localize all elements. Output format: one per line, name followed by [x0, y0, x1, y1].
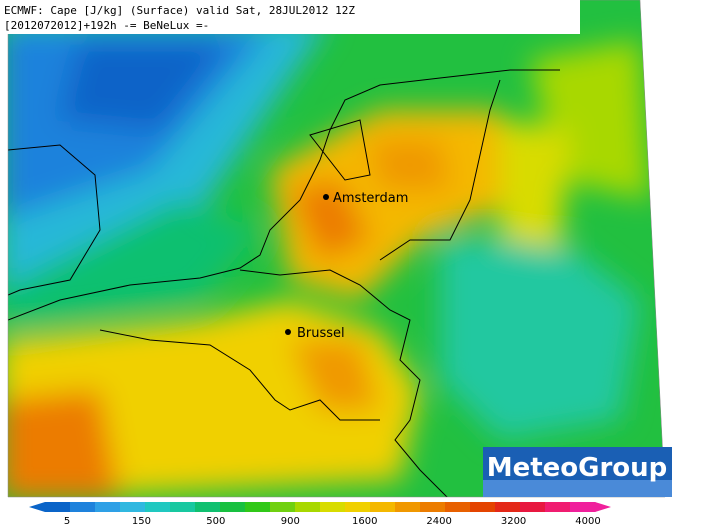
colorbar-segment — [295, 502, 321, 512]
city-dot — [323, 194, 329, 200]
colorbar-label: 1600 — [352, 516, 377, 526]
colorbar-segment — [245, 502, 271, 512]
colorbar-segment — [45, 502, 71, 512]
cape-field — [8, 0, 665, 497]
colorbar-segment — [570, 502, 596, 512]
colorbar-segment — [420, 502, 446, 512]
colorbar-segment — [170, 502, 196, 512]
colorbar-segment — [395, 502, 421, 512]
colorbar-label: 900 — [281, 516, 300, 526]
colorbar-segment — [270, 502, 296, 512]
colorbar-segment — [195, 502, 221, 512]
header-line: [2012072012]+192h -= BeNeLux =- — [4, 19, 209, 32]
colorbar-label: 5 — [64, 516, 70, 526]
colorbar-segment — [545, 502, 571, 512]
city-dot — [285, 329, 291, 335]
colorbar-label: 150 — [132, 516, 151, 526]
colorbar-segment — [370, 502, 396, 512]
colorbar-label: 3200 — [501, 516, 526, 526]
colorbar: 5 150 500 900 1600 2400 3200 4000 — [29, 502, 611, 526]
colorbar-segment — [220, 502, 246, 512]
colorbar-segment — [145, 502, 171, 512]
colorbar-label: 4000 — [575, 516, 600, 526]
colorbar-segment — [520, 502, 546, 512]
colorbar-segment — [470, 502, 496, 512]
colorbar-segment — [495, 502, 521, 512]
colorbar-segment — [345, 502, 371, 512]
logo: MeteoGroup — [487, 453, 668, 483]
colorbar-segment — [95, 502, 121, 512]
colorbar-segment — [320, 502, 346, 512]
logo-box — [483, 480, 672, 497]
header-box — [0, 0, 580, 34]
colorbar-arrow — [29, 502, 45, 512]
borders — [8, 69, 560, 497]
colorbar-label: 500 — [206, 516, 225, 526]
colorbar-segment — [70, 502, 96, 512]
city-label: Amsterdam — [333, 191, 408, 206]
colorbar-label: 2400 — [426, 516, 451, 526]
colorbar-segment — [120, 502, 146, 512]
colorbar-segment — [445, 502, 471, 512]
header-line: ECMWF: Cape [J/kg] (Surface) valid Sat, … — [4, 4, 355, 17]
colorbar-arrow — [595, 502, 611, 512]
city-label: Brussel — [297, 326, 345, 341]
